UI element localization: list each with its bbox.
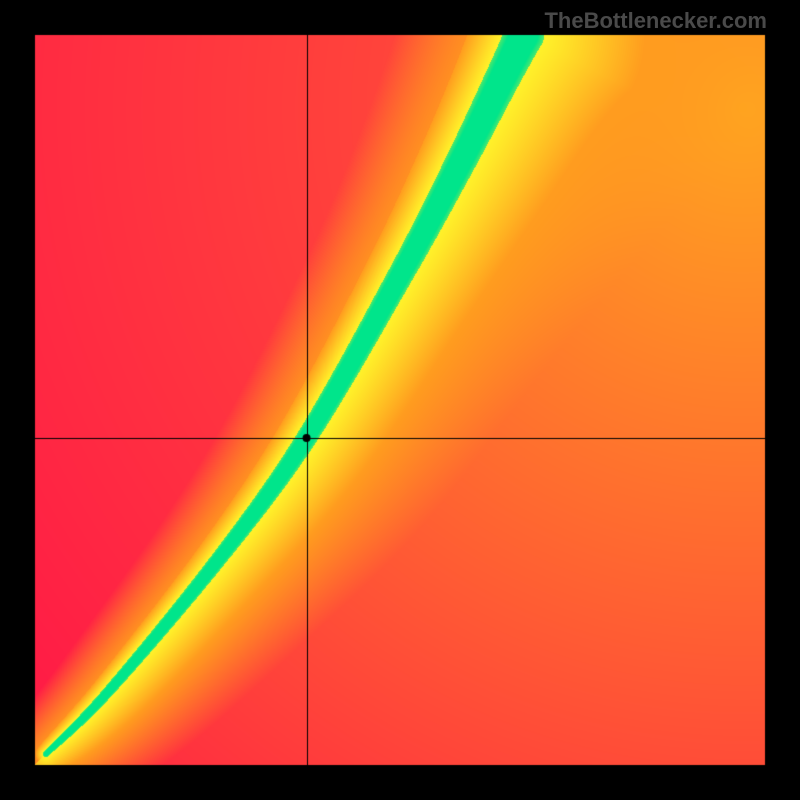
heatmap-canvas (0, 0, 800, 800)
chart-container: TheBottlenecker.com (0, 0, 800, 800)
watermark: TheBottlenecker.com (544, 8, 767, 34)
